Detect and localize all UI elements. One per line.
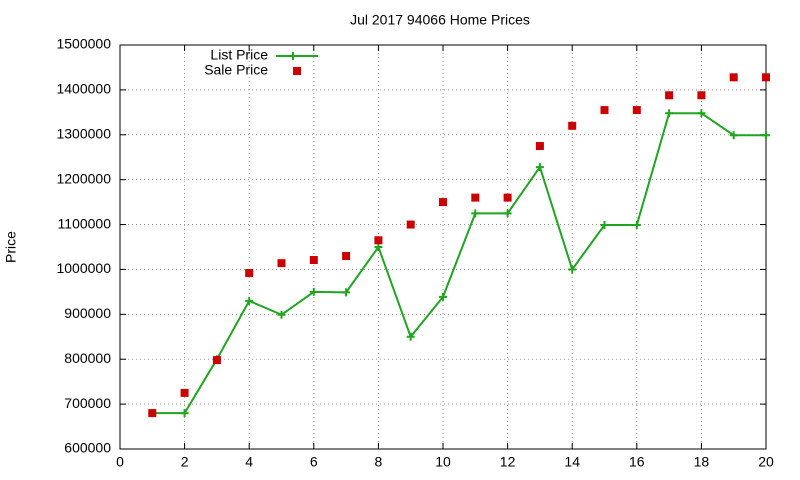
point-marker <box>471 209 480 218</box>
legend-label: Sale Price <box>204 62 268 78</box>
point-marker <box>697 109 706 118</box>
point-marker <box>180 388 189 397</box>
point-marker <box>697 91 706 100</box>
x-tick-label: 8 <box>375 454 383 470</box>
point-marker <box>632 221 641 230</box>
point-marker <box>277 310 286 319</box>
point-marker <box>503 209 512 218</box>
y-tick-label: 700000 <box>64 395 111 411</box>
legend-swatch <box>293 67 301 75</box>
point-marker <box>342 251 351 260</box>
point-marker <box>632 106 641 115</box>
point-marker <box>245 269 254 278</box>
x-tick-label: 0 <box>116 454 124 470</box>
x-tick-label: 6 <box>310 454 318 470</box>
y-tick-label: 1000000 <box>56 260 111 276</box>
y-tick-label: 1300000 <box>56 125 111 141</box>
series-line <box>152 112 766 415</box>
point-marker <box>535 163 544 172</box>
point-marker <box>729 73 738 82</box>
x-tick-label: 2 <box>181 454 189 470</box>
point-marker <box>212 356 221 365</box>
point-marker <box>374 236 383 245</box>
point-marker <box>406 332 415 341</box>
point-marker <box>762 131 770 140</box>
point-marker <box>439 198 447 207</box>
point-marker <box>762 73 770 82</box>
point-marker <box>665 109 674 118</box>
legend-label: List Price <box>210 47 268 63</box>
point-marker <box>600 106 609 115</box>
y-tick-label: 800000 <box>64 350 111 366</box>
y-tick-label: 1400000 <box>56 81 111 97</box>
plot-frame <box>119 44 767 450</box>
y-axis-label: Price <box>3 231 19 263</box>
point-marker <box>309 287 318 296</box>
y-tick-label: 1200000 <box>56 170 111 186</box>
point-marker <box>600 221 609 230</box>
point-marker <box>148 409 157 418</box>
point-marker <box>342 288 351 297</box>
point-marker <box>568 265 577 274</box>
y-tick-label: 1100000 <box>58 215 112 231</box>
y-tick-label: 1500000 <box>56 36 111 52</box>
chart-title: Jul 2017 94066 Home Prices <box>350 12 530 28</box>
x-tick-label: 14 <box>564 454 580 470</box>
x-tick-label: 10 <box>435 454 451 470</box>
point-marker <box>665 91 674 100</box>
x-tick-label: 20 <box>758 454 774 470</box>
point-marker <box>439 292 447 301</box>
x-tick-label: 16 <box>629 454 645 470</box>
y-tick-label: 600000 <box>64 440 111 456</box>
point-marker <box>729 131 738 140</box>
point-marker <box>535 142 544 150</box>
point-marker <box>277 259 286 268</box>
x-tick-label: 12 <box>500 454 516 470</box>
point-marker <box>180 409 189 418</box>
point-marker <box>245 296 254 305</box>
point-marker <box>503 193 512 202</box>
x-tick-label: 18 <box>694 454 710 470</box>
point-marker <box>568 121 577 130</box>
point-marker <box>309 256 318 265</box>
x-tick-label: 4 <box>245 454 253 470</box>
y-tick-label: 900000 <box>64 305 111 321</box>
point-marker <box>406 220 415 229</box>
point-marker <box>471 193 480 202</box>
point-marker <box>374 243 383 251</box>
